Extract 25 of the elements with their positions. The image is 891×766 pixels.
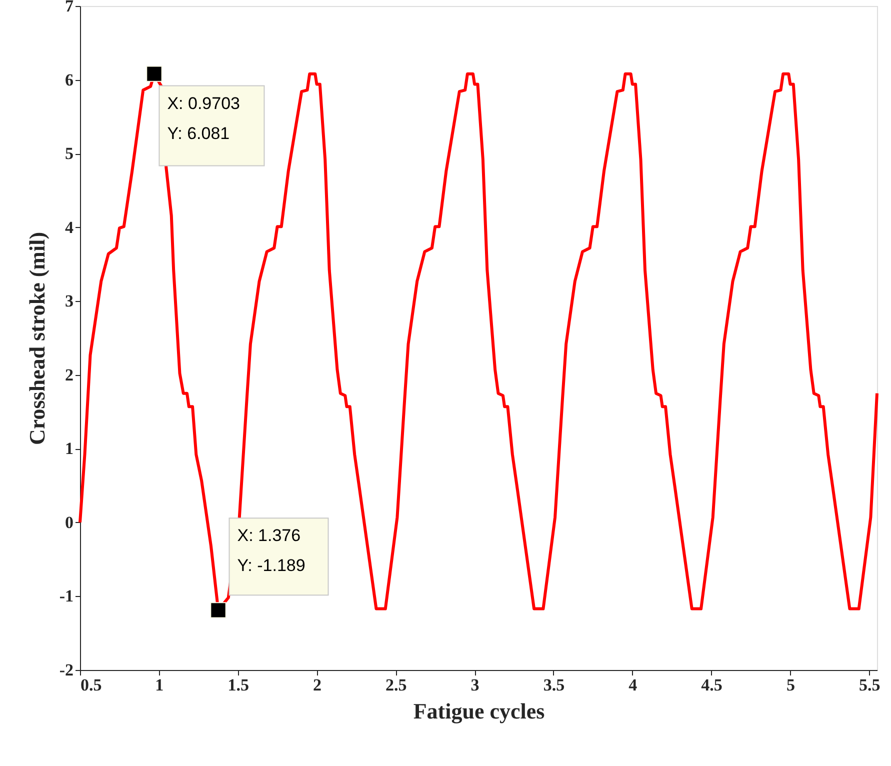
annotation: X: 1.376 Y: -1.189 bbox=[237, 526, 306, 576]
y-tick-label: 0 bbox=[65, 512, 74, 532]
x-tick-label: 4 bbox=[628, 676, 638, 694]
x-tick-label: 1 bbox=[155, 676, 164, 694]
x-tick-label: 4.5 bbox=[701, 676, 722, 694]
y-tick-label: 6 bbox=[65, 70, 74, 90]
y-tick-label: 5 bbox=[65, 144, 74, 164]
y-tick-label: 3 bbox=[65, 292, 74, 311]
y-tick-label: -1 bbox=[59, 586, 74, 606]
x-axis-title: Fatigue cycles bbox=[413, 698, 546, 724]
x-tick-label: 1.5 bbox=[228, 676, 249, 694]
y-axis-title: Crosshead stroke (mil) bbox=[24, 232, 50, 446]
y-tick-label: 7 bbox=[65, 0, 74, 16]
y-tick-label: 4 bbox=[65, 218, 74, 237]
annotation: X: 0.9703 Y: 6.081 bbox=[167, 94, 240, 143]
y-tick-label: 2 bbox=[65, 365, 74, 384]
x-tick-label: 3 bbox=[470, 676, 480, 694]
x-tick-label: 2.5 bbox=[386, 676, 407, 694]
x-tick-label: 0.5 bbox=[80, 676, 102, 694]
y-tick-label: -2 bbox=[59, 660, 74, 680]
y-tick-label: 1 bbox=[65, 439, 74, 458]
x-tick-label: 3.5 bbox=[543, 676, 565, 694]
x-tick-label: 5 bbox=[786, 676, 795, 694]
x-tick-label: 2 bbox=[312, 676, 322, 694]
x-tick-label: 5.5 bbox=[858, 676, 880, 694]
